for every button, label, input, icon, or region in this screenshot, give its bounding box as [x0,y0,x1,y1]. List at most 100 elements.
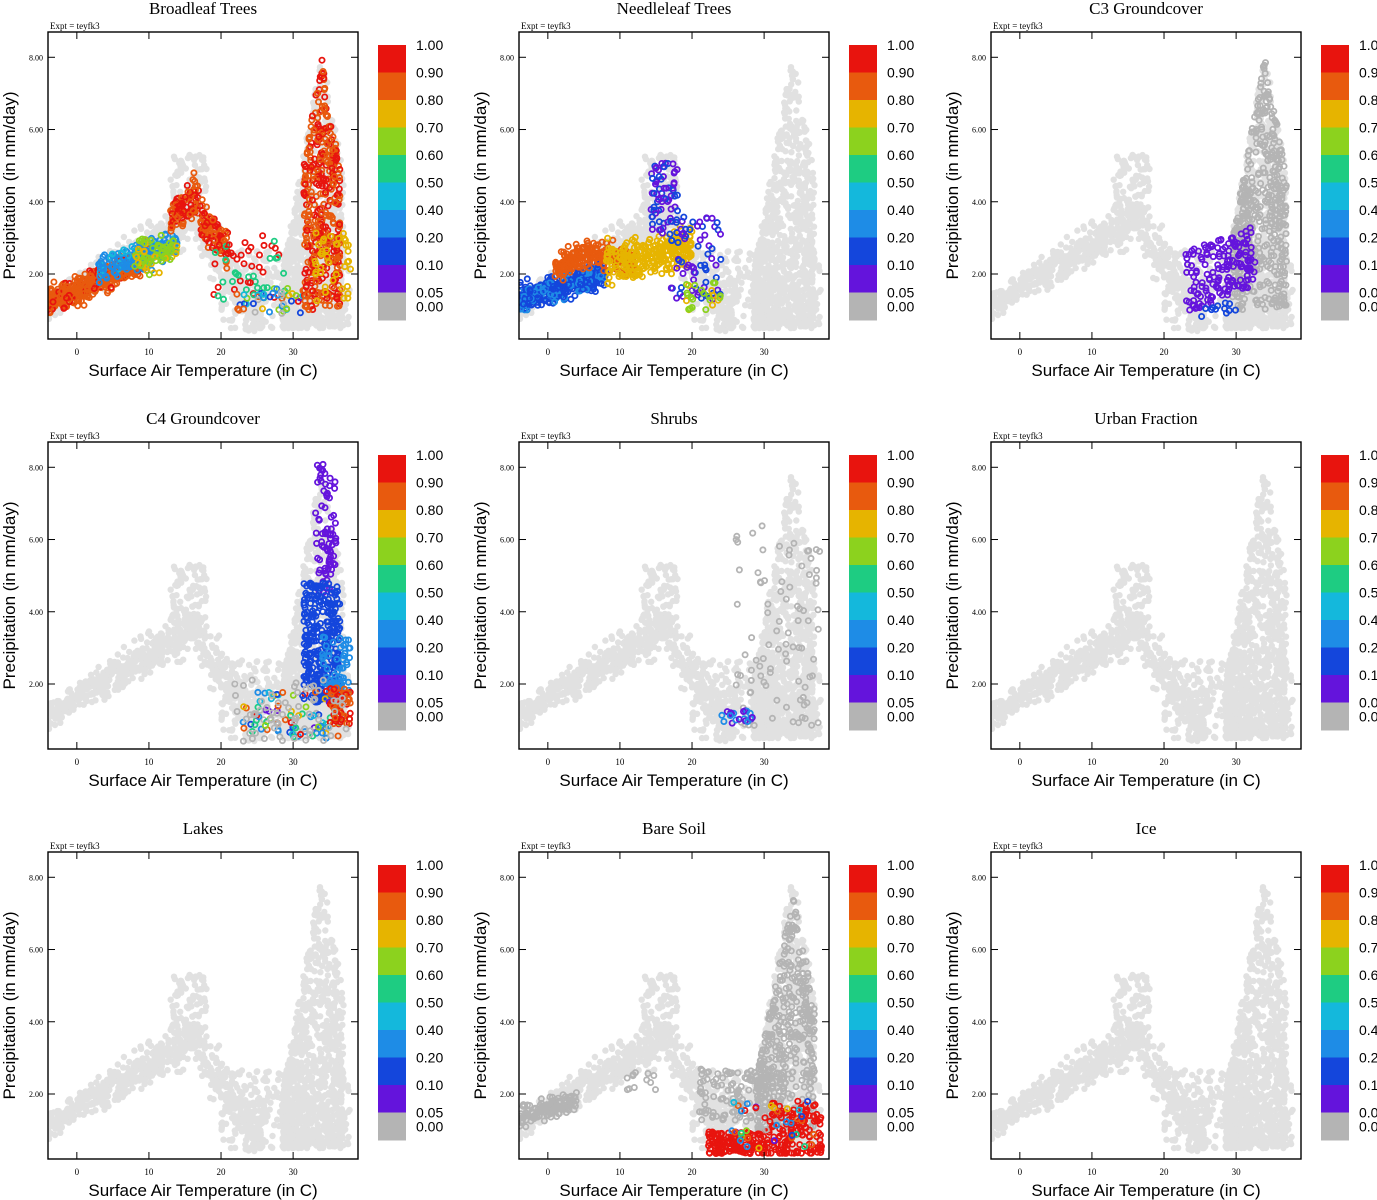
background-point [345,313,352,321]
background-point [290,256,297,263]
background-point [310,99,317,106]
background-point [167,176,174,183]
background-point [616,220,623,227]
background-point [788,149,795,156]
data-point [101,251,109,259]
background-point [809,169,817,177]
background-point [120,233,128,241]
background-point [793,107,800,114]
data-point [160,245,168,253]
background-point [294,228,301,236]
colorbar-swatch [378,45,406,73]
background-point [193,153,200,160]
background-point [177,163,184,171]
background-point [228,317,235,324]
background-point [770,181,777,188]
background-point [340,307,347,315]
data-point [68,281,76,289]
data-point [111,256,119,264]
data-point [50,278,58,286]
colorbar-label: 0.00 [416,298,443,314]
background-point [177,157,184,165]
background-point [281,257,288,264]
colorbar-swatch [378,210,406,238]
background-point [261,254,269,262]
data-point [56,293,64,301]
background-point [290,219,297,226]
background-point [795,79,802,86]
background-point [212,266,219,273]
y-tick-label: 2.00 [29,270,43,279]
background-point [294,223,301,230]
background-point [247,324,254,331]
background-point [271,264,278,272]
colorbar-swatch [378,155,406,183]
panel-title: Needleleaf Trees [617,0,732,18]
data-point [145,259,153,267]
background-point [170,189,177,196]
background-point [781,115,789,122]
data-point [98,259,106,267]
background-point [775,164,783,171]
data-point [90,284,98,292]
data-point [91,287,99,295]
background-point [196,166,204,173]
background-point [291,306,299,313]
data-point [58,287,66,295]
y-tick-label: 8.00 [29,53,43,62]
colorbar-label: 0.50 [416,175,443,191]
data-point [108,250,116,258]
background-point [636,226,643,233]
data-point [166,248,174,256]
background-point [153,224,160,232]
x-tick-label: 20 [217,347,227,357]
background-point [614,229,622,236]
data-point [253,284,261,292]
background-point [325,320,332,327]
x-tick-label: 30 [289,347,299,357]
background-point [803,126,810,134]
colorbar-label: 0.80 [416,92,443,108]
background-point [641,189,648,196]
background-point [267,279,274,286]
data-point [247,243,255,251]
background-point [624,224,631,232]
background-point [223,270,230,278]
data-point [145,271,153,279]
data-point [120,255,128,263]
expt-label: Expt = teyfk3 [50,21,100,31]
data-point [88,276,96,284]
data-point [71,272,79,280]
data-point [140,239,148,247]
data-point [198,196,206,204]
data-point [318,56,326,64]
background-point [114,241,122,248]
background-point [291,206,298,213]
background-point [657,151,664,159]
background-point [809,194,816,202]
data-point [133,253,141,261]
background-point [280,321,287,329]
colorbar-label: 0.70 [416,120,443,136]
data-point [270,237,278,245]
background-point [131,227,138,234]
background-point [642,224,649,231]
expt-label: Expt = teyfk3 [521,21,571,31]
background-point [796,232,803,239]
data-point [214,283,222,291]
data-point [214,292,222,300]
data-point [120,274,128,282]
data-point [344,294,352,302]
data-point [134,245,142,253]
background-point [608,223,615,230]
data-point [96,272,104,280]
colorbar-label: 0.10 [416,257,443,273]
data-point [80,301,88,309]
data-point [49,298,57,306]
data-point [113,272,121,280]
data-point [95,278,103,286]
data-point [343,282,351,290]
colorbar-swatch [378,100,406,128]
